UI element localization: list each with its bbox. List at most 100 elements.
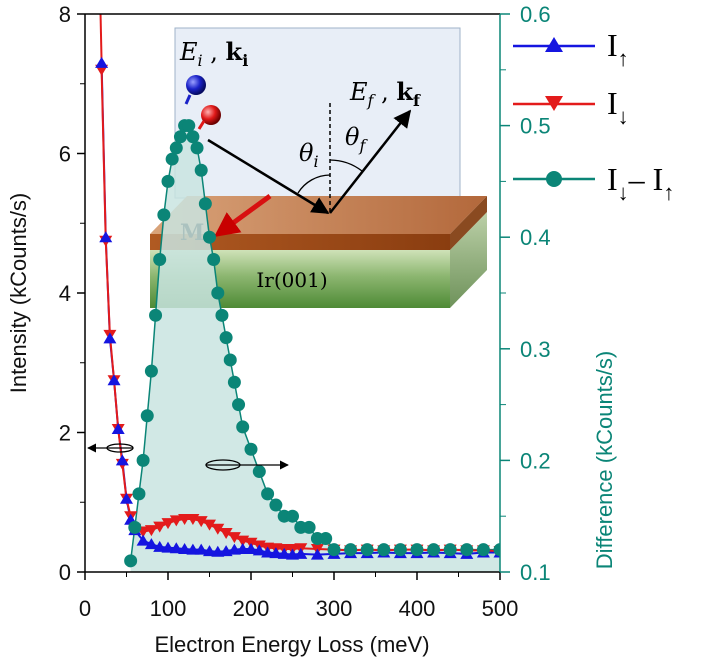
marker-up-point [144,538,158,550]
marker-up-point [294,547,308,559]
axis-indicators [87,443,289,471]
marker-diff-point [165,152,179,166]
marker-up-point [252,544,266,556]
theta-i-label: θi [299,139,319,171]
y2-tick-label: 0.6 [520,2,551,27]
y-tick-label: 6 [59,142,71,167]
y2-tick-label: 0.1 [520,560,551,585]
marker-diff-point [182,119,196,133]
marker-down-point [178,513,192,525]
marker-down-point [211,523,225,535]
substrate-label: Ir(001) [256,268,327,292]
y-tick-label: 4 [59,281,71,306]
y2-tick-label: 0.2 [520,448,551,473]
x-tick-label: 500 [482,596,519,621]
marker-diff-point [460,543,474,557]
marker-up-point [95,56,109,68]
legend-item-down: I↓ [513,85,629,129]
marker-diff-point [443,543,457,557]
marker-up-point [115,454,129,466]
marker-up-point [277,547,291,559]
theta-i-arc [297,174,331,194]
spin-ball-red [201,105,221,125]
legend-item-diff: I↓– I↑ [513,161,674,205]
final-energy-label: Ef , kf [349,77,421,110]
marker-up-point [103,332,117,344]
x-tick-label: 100 [150,596,187,621]
substrate-side [450,212,487,308]
marker-diff-point [207,253,221,267]
legend-label-down: I↓ [607,85,629,129]
marker-diff-point [476,543,490,557]
marker-diff-point [360,543,374,557]
marker-down-point [203,519,216,531]
marker-diff-point [377,543,391,557]
marker-diff-point [161,174,175,188]
marker-up-point [169,542,183,554]
film-side [450,196,487,250]
marker-diff-point [149,308,163,322]
legend-marker-down [545,96,563,111]
marker-diff-point [219,331,233,345]
scattered-beam [329,109,412,214]
marker-diff-point [198,197,212,211]
y-axis-title: Intensity (kCounts/s) [6,193,31,394]
marker-up-point [178,542,192,554]
marker-up-point [261,546,275,558]
marker-diff-point [244,442,258,456]
legend-item-up: I↑ [513,27,629,71]
marker-down-point [144,525,158,537]
marker-up-point [186,543,200,555]
marker-diff-point [136,453,150,467]
marker-up-point [269,547,283,559]
marker-diff-point [319,532,333,546]
x-tick-label: 0 [79,596,91,621]
marker-up-point [310,548,324,560]
y2-tick-label: 0.5 [520,114,551,139]
marker-diff-point [236,420,250,434]
marker-diff-point [169,141,183,155]
marker-diff-point [132,487,146,501]
x-tick-label: 400 [399,596,436,621]
marker-diff-point [186,130,200,144]
y2-axis-title: Difference (kCounts/s) [592,351,617,569]
y-tick-label: 2 [59,421,71,446]
marker-diff-point [269,498,283,512]
marker-up-point [153,540,167,552]
marker-diff-point [128,520,142,534]
marker-diff-point [232,398,246,412]
marker-diff-point [223,353,237,367]
marker-diff-point [153,253,167,267]
y2-tick-label: 0.4 [520,225,551,250]
intensity-rise-line [99,14,103,63]
marker-diff-point [157,208,171,222]
marker-up-point [99,231,113,243]
marker-diff-point [140,409,154,423]
legend-label-up: I↑ [607,27,629,71]
marker-down-point [227,532,241,544]
legend-marker-diff [546,171,562,187]
x-tick-label: 300 [316,596,353,621]
marker-up-point [161,541,175,553]
marker-diff-point [410,543,424,557]
marker-diff-point [124,554,138,568]
marker-diff-point [427,543,441,557]
y-tick-label: 0 [59,560,71,585]
legend-marker-up [545,37,563,52]
incident-energy-label: Ei , ki [179,37,248,70]
marker-up-point [120,492,133,504]
x-tick-label: 200 [233,596,270,621]
marker-down-point [194,516,208,528]
marker-diff-point [190,141,204,155]
film-front [150,234,450,250]
marker-diff-point [286,509,299,523]
spin-ball-blue [186,75,206,95]
y-tick-label: 8 [59,2,71,27]
marker-up-point [111,423,125,435]
marker-diff-point [493,543,500,557]
marker-down-point [219,527,233,539]
marker-diff-point [144,364,158,378]
marker-diff-point [261,487,275,501]
marker-diff-point [215,308,229,322]
incident-beam [207,138,330,215]
